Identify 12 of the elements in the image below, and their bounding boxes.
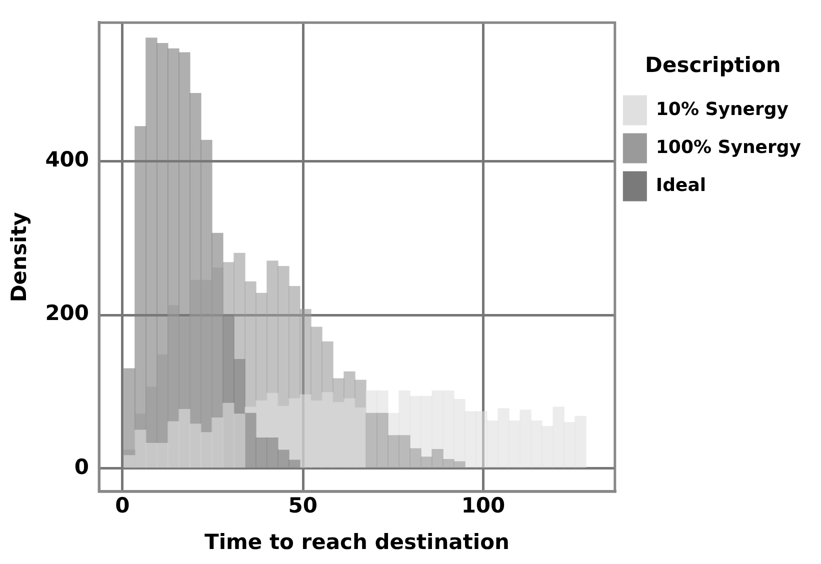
y-axis-title: Density [7, 212, 32, 302]
legend-label: 10% Synergy [656, 98, 789, 120]
legend-label: Ideal [656, 174, 706, 196]
y-tick-label: 200 [45, 301, 90, 326]
y-tick-label: 0 [74, 454, 90, 479]
x-axis-title: Time to reach destination [204, 530, 510, 554]
legend-title: Description [645, 52, 781, 77]
legend-label: 100% Synergy [656, 136, 802, 158]
x-tick-label: 100 [461, 494, 506, 518]
x-tick-label: 0 [115, 494, 130, 518]
x-tick-label: 50 [288, 494, 318, 518]
y-tick-label: 400 [45, 147, 90, 172]
